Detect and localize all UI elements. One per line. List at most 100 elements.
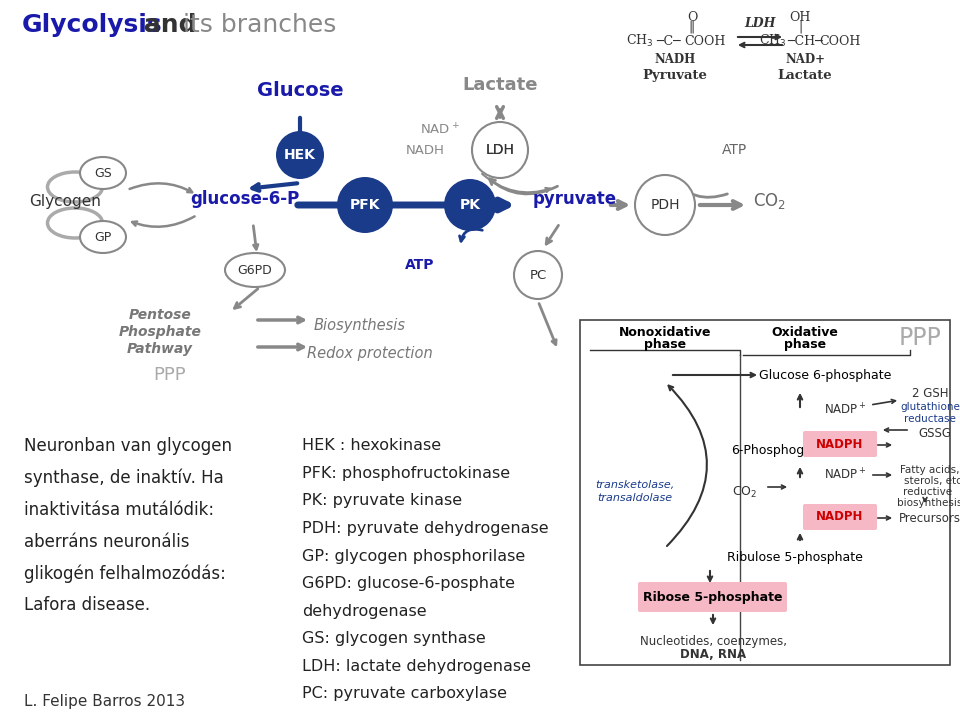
Text: ‖: ‖ <box>689 20 695 33</box>
Text: ─CH─: ─CH─ <box>787 35 823 48</box>
Text: LDH: LDH <box>486 143 515 157</box>
Text: 2 GSH: 2 GSH <box>912 386 948 399</box>
Ellipse shape <box>80 157 126 189</box>
Text: COOH: COOH <box>684 35 726 48</box>
Text: Glucose 6-phosphate: Glucose 6-phosphate <box>758 368 891 381</box>
Text: phase: phase <box>644 338 686 350</box>
Ellipse shape <box>80 221 126 253</box>
Text: PC: PC <box>529 268 546 281</box>
Text: Nucleotides, coenzymes,: Nucleotides, coenzymes, <box>639 636 786 648</box>
Text: PPP: PPP <box>154 366 186 384</box>
Text: GP: GP <box>94 231 111 244</box>
Text: OH: OH <box>789 10 810 23</box>
Text: DNA, RNA: DNA, RNA <box>680 648 746 661</box>
Text: NADPH: NADPH <box>816 437 864 450</box>
Text: Phosphate: Phosphate <box>119 325 202 339</box>
Text: Glycolysis: Glycolysis <box>22 13 162 37</box>
Text: synthase, de inaktív. Ha: synthase, de inaktív. Ha <box>24 468 224 487</box>
Circle shape <box>635 175 695 235</box>
Text: GP: glycogen phosphorilase: GP: glycogen phosphorilase <box>302 549 526 563</box>
Text: LDH: LDH <box>486 143 515 157</box>
Text: Glycogen: Glycogen <box>29 194 101 209</box>
Text: and: and <box>135 13 205 37</box>
Circle shape <box>514 251 562 299</box>
Text: NADP$^+$: NADP$^+$ <box>824 468 866 483</box>
Text: COOH: COOH <box>819 35 861 48</box>
Text: O: O <box>686 10 697 23</box>
Text: Lactate: Lactate <box>463 76 538 94</box>
Text: inaktivitása mutálódik:: inaktivitása mutálódik: <box>24 501 214 518</box>
Text: pyruvate: pyruvate <box>533 190 617 208</box>
Text: Nonoxidative: Nonoxidative <box>619 326 711 339</box>
Text: L. Felipe Barros 2013: L. Felipe Barros 2013 <box>24 695 185 709</box>
FancyBboxPatch shape <box>803 504 877 530</box>
Text: reductive: reductive <box>903 487 952 497</box>
Text: transaldolase: transaldolase <box>597 493 673 503</box>
Text: sterols, etc.: sterols, etc. <box>904 476 960 486</box>
Text: Biosynthesis: Biosynthesis <box>314 318 406 333</box>
Ellipse shape <box>225 253 285 287</box>
Text: NAD$^+$: NAD$^+$ <box>420 123 460 138</box>
Text: glucose-6-P: glucose-6-P <box>190 190 300 208</box>
Text: NADH: NADH <box>405 144 444 157</box>
Text: PFK: phosphofructokinase: PFK: phosphofructokinase <box>302 466 511 481</box>
Text: GS: glycogen synthase: GS: glycogen synthase <box>302 631 486 646</box>
Text: glikogén felhalmozódás:: glikogén felhalmozódás: <box>24 564 226 583</box>
Text: its branches: its branches <box>183 13 336 37</box>
Circle shape <box>276 131 324 179</box>
Text: biosynthesis: biosynthesis <box>898 498 960 508</box>
Text: Pyruvate: Pyruvate <box>642 68 708 81</box>
Text: ATP: ATP <box>405 258 435 272</box>
Text: Redox protection: Redox protection <box>307 346 433 360</box>
Text: NADH: NADH <box>655 52 696 65</box>
Text: HEK : hexokinase: HEK : hexokinase <box>302 439 442 453</box>
Text: CO$_2$: CO$_2$ <box>732 484 757 500</box>
Text: aberráns neuronális: aberráns neuronális <box>24 533 189 550</box>
Text: Ribose 5-phosphate: Ribose 5-phosphate <box>643 590 782 603</box>
Text: Pentose: Pentose <box>129 308 191 322</box>
Text: CH$_3$: CH$_3$ <box>759 33 787 49</box>
Text: dehydrogenase: dehydrogenase <box>302 604 427 618</box>
Text: PDH: pyruvate dehydrogenase: PDH: pyruvate dehydrogenase <box>302 521 549 536</box>
Circle shape <box>444 179 496 231</box>
Text: phase: phase <box>784 338 826 350</box>
Text: Ribulose 5-phosphate: Ribulose 5-phosphate <box>727 552 863 565</box>
Text: Fatty acids,: Fatty acids, <box>900 465 960 475</box>
Text: GSSG: GSSG <box>919 426 951 439</box>
Text: NAD+: NAD+ <box>785 52 825 65</box>
Text: Precursors: Precursors <box>899 512 960 524</box>
Text: Oxidative: Oxidative <box>772 326 838 339</box>
Text: CH$_3$: CH$_3$ <box>626 33 654 49</box>
Text: LDH: lactate dehydrogenase: LDH: lactate dehydrogenase <box>302 659 532 674</box>
Text: PK: PK <box>460 198 481 212</box>
Bar <box>580 320 950 665</box>
Circle shape <box>337 177 393 233</box>
Text: PFK: PFK <box>349 198 380 212</box>
Text: transketolase,: transketolase, <box>595 480 675 490</box>
Text: GS: GS <box>94 167 112 180</box>
Text: reductase: reductase <box>904 414 956 424</box>
Circle shape <box>472 122 528 178</box>
Text: LDH: LDH <box>744 17 776 30</box>
Text: HEK: HEK <box>284 148 316 162</box>
Text: Lafora disease.: Lafora disease. <box>24 597 150 614</box>
Text: |: | <box>798 20 803 33</box>
Text: G6PD: G6PD <box>238 263 273 276</box>
Text: PK: pyruvate kinase: PK: pyruvate kinase <box>302 494 463 508</box>
Text: PC: pyruvate carboxylase: PC: pyruvate carboxylase <box>302 687 508 701</box>
Text: NADPH: NADPH <box>816 510 864 523</box>
Text: G6PD: glucose-6-posphate: G6PD: glucose-6-posphate <box>302 576 516 591</box>
Text: Glucose: Glucose <box>256 80 344 99</box>
FancyBboxPatch shape <box>638 582 787 612</box>
Circle shape <box>472 122 528 178</box>
Text: CO$_2$: CO$_2$ <box>754 191 786 211</box>
Text: ─C─: ─C─ <box>656 35 681 48</box>
Text: 6-Phosphogluconate: 6-Phosphogluconate <box>732 444 859 457</box>
Text: Neuronban van glycogen: Neuronban van glycogen <box>24 437 232 455</box>
Text: NADP$^+$: NADP$^+$ <box>824 402 866 418</box>
Text: Pathway: Pathway <box>127 342 193 356</box>
Text: PPP: PPP <box>899 326 942 350</box>
Text: ATP: ATP <box>722 143 748 157</box>
Text: Lactate: Lactate <box>778 68 832 81</box>
Text: PDH: PDH <box>650 198 680 212</box>
